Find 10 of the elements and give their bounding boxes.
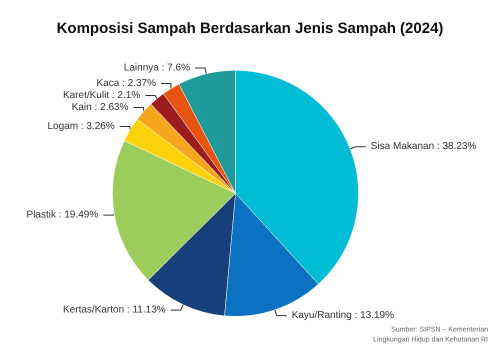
- slice-label: Sisa Makanan : 38.23%: [370, 141, 476, 152]
- slice-label: Kaca : 2.37%: [96, 78, 156, 90]
- slice-label: Lainnya : 7.6%: [124, 62, 190, 74]
- slice-label: Kertas/Karton : 11.13%: [63, 304, 166, 316]
- chart-title: Komposisi Sampah Berdasarkan Jenis Sampah (2024): [56, 20, 444, 37]
- slice-label: Kain : 2.63%: [72, 102, 128, 114]
- slice-label: Karet/Kulit : 2.1%: [62, 90, 140, 102]
- slice-label: Plastik : 19.49%: [26, 210, 98, 221]
- slice-label: Logam : 3.26%: [47, 121, 115, 132]
- slice-label: Kayu/Ranting : 13.19%: [292, 310, 394, 322]
